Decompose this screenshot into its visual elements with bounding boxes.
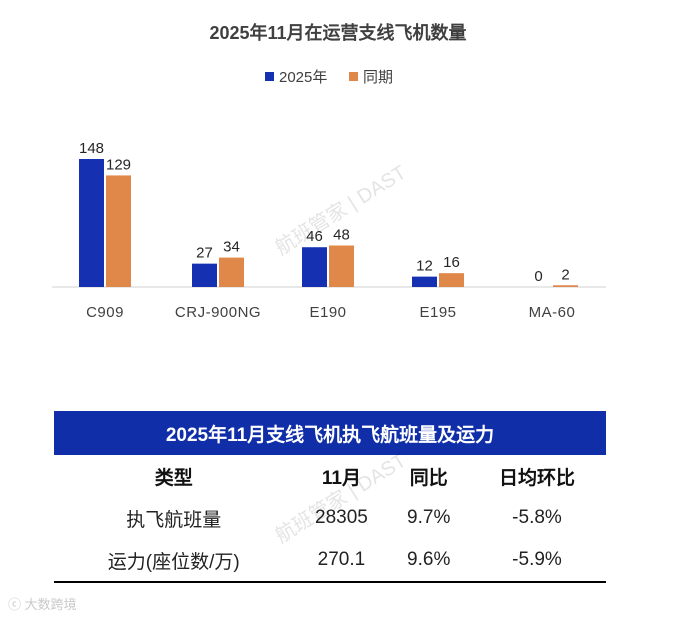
data-label: 129	[106, 156, 131, 173]
data-label: 12	[416, 258, 433, 275]
bar	[79, 159, 104, 287]
data-label: 148	[79, 140, 104, 157]
data-label: 2	[561, 266, 569, 283]
table-header-row: 类型 11月 同比 日均环比	[54, 455, 606, 497]
table-cell: 270.1	[317, 549, 366, 570]
bar	[106, 175, 131, 287]
x-tick-label: CRJ-900NG	[175, 304, 261, 320]
x-tick-label: E190	[309, 304, 346, 320]
bar	[302, 247, 327, 287]
table-cell: 执飞航班量	[126, 509, 222, 531]
table-cell: 28305	[315, 507, 368, 528]
legend-label: 2025年	[279, 69, 327, 86]
data-label: 27	[196, 245, 213, 262]
bar	[192, 263, 217, 287]
x-tick-label: MA-60	[529, 304, 576, 320]
table-row: 执飞航班量 28305 9.7% -5.8%	[54, 497, 606, 539]
table-cell: -5.9%	[512, 549, 562, 570]
legend-swatch	[349, 72, 358, 81]
table-title: 2025年11月支线飞机执飞航班量及运力	[54, 411, 606, 455]
legend-label: 同期	[363, 69, 393, 86]
x-tick-label: E195	[419, 304, 456, 320]
col-header: 日均环比	[498, 467, 575, 489]
bar	[219, 257, 244, 287]
table-cell: 9.7%	[407, 507, 451, 528]
bar	[412, 276, 437, 287]
table-cell: 9.6%	[407, 549, 451, 570]
data-label: 16	[443, 254, 460, 271]
table-row: 运力(座位数/万) 270.1 9.6% -5.9%	[54, 539, 606, 582]
stats-table: 2025年11月支线飞机执飞航班量及运力 类型 11月 同比 日均环比 执飞航班…	[54, 411, 606, 583]
col-header: 同比	[409, 467, 448, 489]
col-header: 类型	[154, 467, 193, 489]
chart-legend: 2025年 同期	[265, 69, 393, 86]
bar	[329, 245, 354, 287]
chart-title: 2025年11月在运营支线飞机数量	[209, 22, 466, 43]
table-cell: 运力(座位数/万)	[107, 551, 240, 573]
data-label: 46	[306, 228, 323, 245]
x-tick-label: C909	[86, 304, 124, 320]
data-label: 48	[333, 226, 350, 243]
data-label: 34	[223, 239, 240, 256]
bar	[439, 273, 464, 287]
corner-watermark: ⓒ 大数跨境	[8, 597, 77, 612]
bar	[553, 285, 578, 287]
legend-swatch	[265, 72, 274, 81]
table-cell: -5.8%	[512, 507, 562, 528]
data-label: 0	[534, 268, 542, 285]
bars-group	[79, 159, 578, 287]
col-header: 11月	[321, 467, 361, 489]
